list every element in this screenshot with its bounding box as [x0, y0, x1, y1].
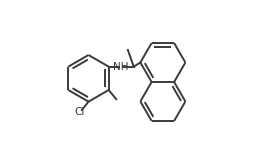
Text: Cl: Cl — [74, 107, 84, 117]
Text: NH: NH — [114, 62, 129, 72]
